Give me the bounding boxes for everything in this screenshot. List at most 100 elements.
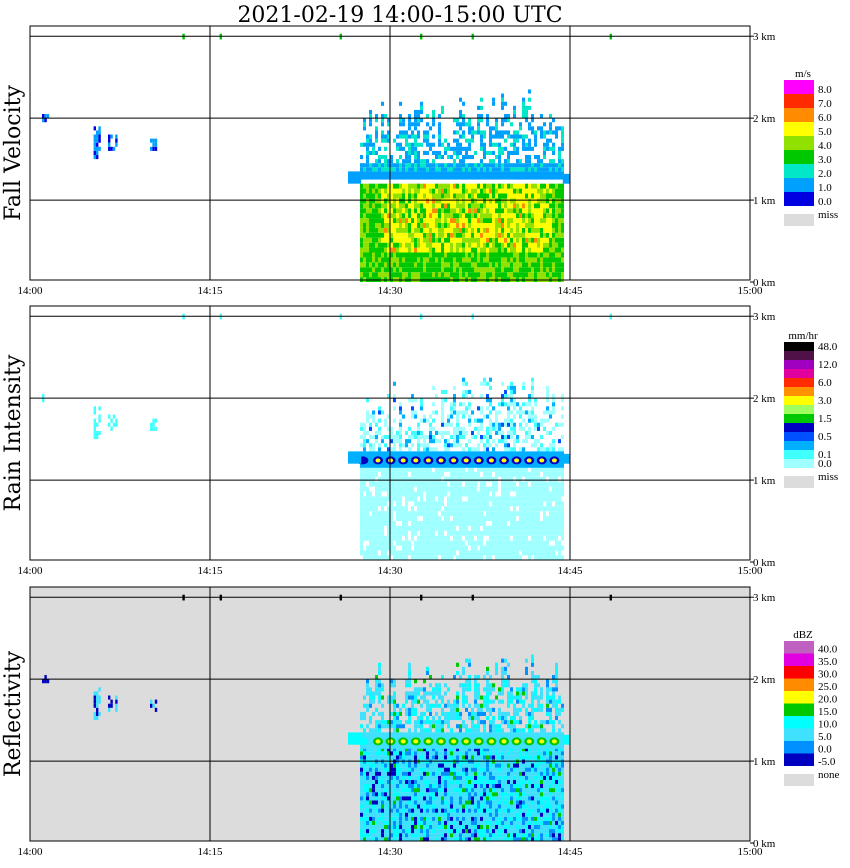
echo-pixel bbox=[402, 213, 405, 219]
echo-pixel bbox=[555, 486, 558, 492]
echo-pixel bbox=[390, 247, 393, 253]
echo-pixel bbox=[561, 167, 564, 172]
echo-pixel bbox=[414, 414, 417, 419]
echo-pixel bbox=[408, 476, 411, 482]
echo-pixel bbox=[432, 193, 435, 199]
echo-pixel bbox=[504, 146, 507, 151]
echo-pixel bbox=[489, 130, 492, 135]
echo-pixel bbox=[393, 381, 396, 386]
echo-pixel bbox=[360, 788, 363, 793]
echo-pixel bbox=[444, 506, 447, 512]
echo-pixel bbox=[405, 262, 408, 268]
echo-pixel bbox=[414, 707, 417, 712]
echo-pixel bbox=[426, 792, 429, 797]
echo-pixel bbox=[393, 163, 396, 168]
echo-pixel bbox=[489, 138, 492, 143]
echo-pixel bbox=[417, 447, 420, 452]
echo-pixel bbox=[408, 114, 411, 119]
echo-pixel bbox=[546, 242, 549, 248]
echo-pixel bbox=[441, 109, 444, 115]
echo-pixel bbox=[495, 496, 498, 502]
echo-pixel bbox=[480, 146, 483, 151]
echo-pixel bbox=[369, 525, 372, 531]
echo-pixel bbox=[486, 443, 489, 448]
echo-pixel bbox=[378, 516, 381, 522]
echo-pixel bbox=[432, 237, 435, 243]
echo-pixel bbox=[561, 511, 564, 517]
echo-pixel bbox=[414, 521, 417, 526]
echo-pixel bbox=[378, 521, 381, 526]
echo-pixel bbox=[420, 779, 423, 785]
echo-pixel bbox=[549, 506, 552, 512]
echo-pixel bbox=[411, 691, 414, 696]
echo-pixel bbox=[522, 114, 525, 119]
echo-pixel bbox=[405, 516, 408, 522]
echo-pixel bbox=[390, 213, 393, 219]
echo-pixel bbox=[390, 175, 393, 180]
echo-pixel bbox=[393, 138, 396, 143]
echo-pixel bbox=[390, 824, 393, 830]
echo-pixel bbox=[528, 155, 531, 160]
echo-pixel bbox=[399, 800, 402, 805]
echo-pixel bbox=[465, 183, 468, 189]
gridlines bbox=[30, 26, 750, 280]
echo-pixel bbox=[459, 426, 462, 431]
echo-pixel bbox=[486, 439, 489, 444]
echo-pixel bbox=[489, 398, 492, 403]
echo-pixel bbox=[441, 272, 444, 278]
echo-pixel bbox=[513, 163, 516, 168]
echo-pixel bbox=[417, 167, 420, 172]
echo-pixel bbox=[426, 771, 429, 776]
echo-pixel bbox=[399, 218, 402, 224]
echo-pixel bbox=[468, 406, 471, 411]
echo-pixel bbox=[384, 242, 387, 248]
echo-pixel bbox=[483, 198, 486, 204]
echo-pixel bbox=[480, 134, 483, 139]
echo-pixel bbox=[561, 422, 564, 427]
echo-pixel bbox=[507, 188, 510, 194]
echo-pixel bbox=[501, 118, 504, 123]
echo-pixel bbox=[405, 163, 408, 168]
echo-pixel bbox=[441, 800, 444, 805]
echo-pixel bbox=[432, 796, 435, 801]
echo-pixel bbox=[462, 414, 465, 419]
echo-pixel bbox=[447, 511, 450, 517]
echo-pixel bbox=[381, 540, 384, 546]
echo-pixel bbox=[492, 525, 495, 531]
echo-pixel bbox=[411, 833, 414, 838]
echo-pixel bbox=[393, 506, 396, 512]
echo-pixel bbox=[405, 167, 408, 172]
echo-pixel bbox=[399, 257, 402, 263]
echo-pixel bbox=[381, 784, 384, 789]
echo-pixel bbox=[558, 227, 561, 233]
echo-pixel bbox=[447, 267, 450, 273]
echo-pixel bbox=[396, 267, 399, 273]
echo-pixel bbox=[414, 150, 417, 155]
echo-pixel bbox=[411, 511, 414, 517]
echo-pixel bbox=[513, 130, 516, 135]
echo-pixel bbox=[390, 232, 393, 238]
echo-pixel bbox=[552, 237, 555, 243]
echo-pixel bbox=[456, 237, 459, 243]
echo-pixel bbox=[438, 163, 441, 168]
echo-pixel bbox=[366, 683, 369, 688]
echo-pixel bbox=[408, 262, 411, 268]
echo-pixel bbox=[384, 252, 387, 258]
echo-pixel bbox=[384, 159, 387, 164]
echo-pixel bbox=[372, 203, 375, 209]
echo-pixel bbox=[522, 109, 525, 115]
echo-pixel bbox=[558, 198, 561, 204]
echo-pixel bbox=[390, 476, 393, 482]
echo-pixel bbox=[399, 763, 402, 768]
echo-pixel bbox=[477, 247, 480, 253]
echo-pixel bbox=[537, 171, 540, 176]
echo-pixel bbox=[561, 203, 564, 209]
echo-pixel bbox=[369, 193, 372, 199]
echo-pixel bbox=[474, 272, 477, 278]
echo-pixel bbox=[453, 118, 456, 123]
echo-pixel bbox=[462, 550, 465, 556]
echo-pixel bbox=[525, 218, 528, 224]
echo-pixel bbox=[483, 476, 486, 482]
echo-pixel bbox=[363, 218, 366, 224]
echo-pixel bbox=[519, 247, 522, 253]
